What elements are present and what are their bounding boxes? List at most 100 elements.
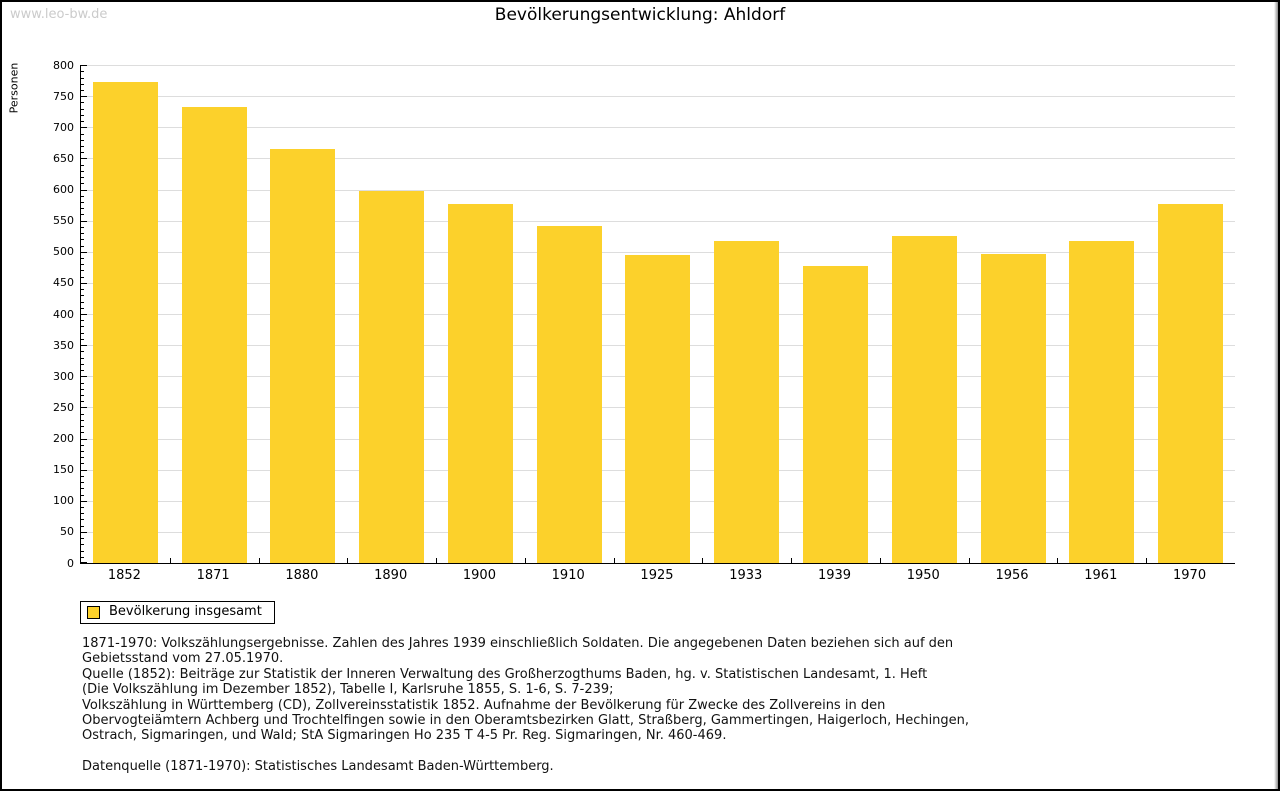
y-tick-label: 0 bbox=[67, 556, 74, 570]
watermark: www.leo-bw.de bbox=[10, 7, 108, 22]
y-minor-tick bbox=[81, 450, 84, 452]
y-minor-tick bbox=[81, 108, 84, 110]
bar-1900 bbox=[447, 203, 513, 563]
chart-title: Bevölkerungsentwicklung: Ahldorf bbox=[494, 5, 786, 25]
gridline bbox=[81, 65, 1235, 66]
gridline bbox=[81, 220, 1235, 222]
bar-1939 bbox=[803, 266, 868, 563]
x-boundary-tick bbox=[524, 558, 526, 563]
y-minor-tick bbox=[81, 139, 84, 141]
gridline bbox=[81, 127, 1235, 129]
y-minor-tick bbox=[81, 556, 84, 558]
y-major-tick bbox=[81, 65, 87, 66]
y-minor-tick bbox=[81, 170, 84, 172]
x-boundary-tick bbox=[1146, 558, 1148, 563]
y-major-tick bbox=[81, 127, 87, 129]
y-tick-label: 600 bbox=[53, 183, 74, 196]
y-minor-tick bbox=[81, 475, 84, 477]
y-tick-label: 300 bbox=[53, 369, 74, 383]
bar-cell bbox=[969, 65, 1058, 563]
y-tick-label: 250 bbox=[53, 400, 74, 414]
y-minor-tick bbox=[81, 233, 84, 235]
bar-1880 bbox=[270, 149, 336, 563]
footnotes: 1871-1970: Volkszählungsergebnisse. Zahl… bbox=[82, 636, 969, 775]
y-minor-tick bbox=[81, 295, 84, 297]
y-minor-tick bbox=[81, 426, 84, 428]
y-minor-tick bbox=[81, 145, 84, 147]
x-boundary-tick bbox=[1057, 558, 1059, 563]
y-tick-label: 350 bbox=[53, 338, 74, 352]
bar-1933 bbox=[714, 240, 780, 563]
y-minor-tick bbox=[81, 77, 84, 79]
y-minor-tick bbox=[81, 519, 84, 521]
legend-swatch-icon bbox=[87, 606, 100, 619]
bar-cell bbox=[170, 65, 259, 563]
bar-cell bbox=[880, 65, 969, 563]
y-major-tick bbox=[81, 314, 87, 315]
y-major-tick bbox=[81, 345, 87, 347]
y-minor-tick bbox=[81, 270, 84, 272]
x-boundary-tick bbox=[258, 558, 260, 563]
bar-1925 bbox=[625, 254, 691, 563]
bar-cell bbox=[259, 65, 348, 563]
y-minor-tick bbox=[81, 71, 84, 73]
y-minor-tick bbox=[81, 102, 84, 104]
y-minor-tick bbox=[81, 239, 84, 241]
footnote-line: Volkszählung in Württemberg (CD), Zollve… bbox=[82, 697, 886, 713]
footnote-line: Ostrach, Sigmaringen, und Wald; StA Sigm… bbox=[82, 728, 727, 744]
y-minor-tick bbox=[81, 538, 84, 540]
y-major-tick bbox=[81, 407, 87, 409]
y-major-tick bbox=[81, 438, 87, 440]
y-major-tick bbox=[81, 158, 87, 160]
bar-cell bbox=[436, 65, 525, 563]
gridline bbox=[81, 189, 1235, 191]
y-minor-tick bbox=[81, 513, 84, 515]
y-minor-tick bbox=[81, 394, 84, 396]
y-major-tick bbox=[81, 531, 87, 533]
bar-1970 bbox=[1158, 204, 1224, 563]
footnote-line: 1871-1970: Volkszählungsergebnisse. Zahl… bbox=[82, 636, 954, 651]
y-tick-label: 550 bbox=[53, 214, 74, 228]
bar-cell bbox=[702, 65, 791, 563]
gridline bbox=[81, 158, 1235, 160]
y-minor-tick bbox=[81, 121, 84, 122]
y-minor-tick bbox=[81, 482, 84, 484]
bar-cell bbox=[614, 65, 703, 563]
y-tick-label: 650 bbox=[53, 151, 74, 165]
bar-cell bbox=[1146, 65, 1235, 563]
y-minor-tick bbox=[81, 507, 84, 508]
y-axis-title: Personen bbox=[7, 62, 21, 114]
bar-1956 bbox=[980, 254, 1046, 563]
y-minor-tick bbox=[81, 370, 84, 371]
y-tick-label: 150 bbox=[53, 463, 74, 477]
y-minor-tick bbox=[81, 332, 84, 334]
y-major-tick bbox=[81, 469, 87, 471]
y-minor-tick bbox=[81, 289, 84, 291]
plot-area bbox=[80, 65, 1235, 564]
y-tick-label: 400 bbox=[53, 307, 74, 321]
bar-1852 bbox=[92, 81, 158, 563]
y-minor-tick bbox=[81, 164, 84, 166]
footnote-line: Quelle (1852): Beiträge zur Statistik de… bbox=[82, 666, 928, 682]
x-tick-label: 1900 bbox=[462, 568, 496, 583]
y-minor-tick bbox=[81, 152, 84, 154]
y-minor-tick bbox=[81, 83, 84, 85]
x-tick-label: 1852 bbox=[107, 568, 141, 583]
bar-1961 bbox=[1069, 241, 1135, 563]
x-boundary-tick bbox=[879, 558, 881, 563]
y-minor-tick bbox=[81, 326, 84, 328]
y-tick-label: 450 bbox=[53, 276, 74, 290]
x-tick-label: 1939 bbox=[817, 568, 852, 583]
x-boundary-tick bbox=[702, 558, 704, 563]
y-minor-tick bbox=[81, 494, 84, 496]
x-tick-label: 1961 bbox=[1084, 568, 1118, 583]
y-minor-tick bbox=[81, 301, 84, 303]
bar-1871 bbox=[181, 107, 247, 563]
x-tick-label: 1933 bbox=[729, 568, 763, 583]
y-major-tick bbox=[81, 500, 87, 502]
y-minor-tick bbox=[81, 401, 84, 403]
y-major-tick bbox=[81, 220, 87, 222]
bar-cell bbox=[347, 65, 436, 563]
y-major-tick bbox=[81, 189, 87, 191]
